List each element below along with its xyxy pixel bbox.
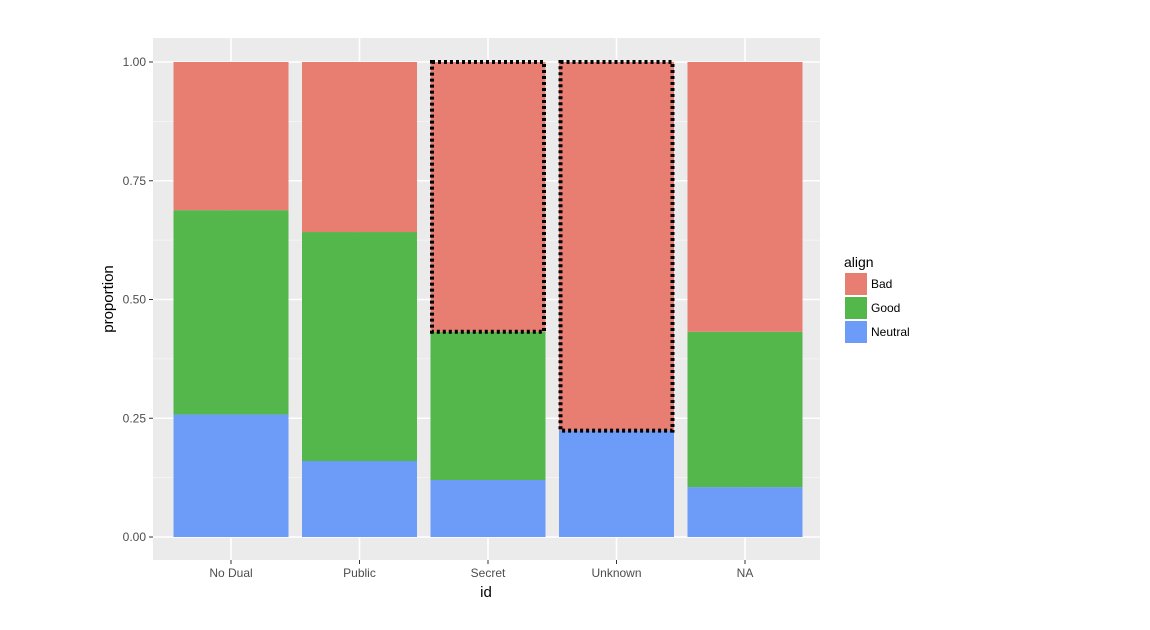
bar-bad-secret [430, 62, 546, 332]
legend: align Bad Good Neutral [844, 254, 910, 343]
y-tick-label: 0.00 [123, 530, 147, 544]
legend-label-good: Good [871, 301, 900, 315]
legend-swatch-bad [845, 273, 867, 295]
y-tick-label: 1.00 [123, 55, 147, 69]
y-tick-label: 0.25 [123, 411, 147, 425]
bar-good-no-dual [173, 210, 289, 415]
bar-neutral-unknown [559, 430, 674, 537]
y-axis: 0.00 0.25 0.50 0.75 1.00 [123, 55, 153, 544]
bar-bad-unknown [559, 62, 674, 431]
x-tick-label: Public [343, 566, 376, 580]
legend-title: align [844, 254, 874, 270]
highlight-box-unknown [558, 60, 675, 433]
bar-good-na [687, 331, 803, 488]
bar-bad-public [302, 62, 417, 233]
x-tick-label: NA [737, 566, 754, 580]
highlight-box-secret [430, 60, 546, 334]
x-axis: No Dual Public Secret Unknown NA [209, 560, 753, 580]
highlight-boxes [430, 60, 675, 433]
bar-good-public [302, 232, 417, 461]
legend-swatch-good [845, 297, 867, 319]
legend-label-bad: Bad [871, 277, 892, 291]
x-axis-title: id [480, 584, 492, 601]
bar-neutral-na [687, 487, 803, 537]
bar-neutral-no-dual [173, 414, 289, 537]
bar-bad-no-dual [173, 62, 289, 211]
x-tick-label: No Dual [209, 566, 252, 580]
y-axis-title: proportion [100, 265, 117, 333]
bar-bad-na [687, 62, 803, 332]
bar-good-secret [430, 331, 546, 480]
bar-neutral-public [302, 461, 417, 537]
y-tick-label: 0.50 [123, 293, 147, 307]
legend-label-neutral: Neutral [871, 325, 910, 339]
x-tick-label: Secret [471, 566, 506, 580]
x-tick-label: Unknown [591, 566, 641, 580]
y-tick-label: 0.75 [123, 174, 147, 188]
bars [173, 62, 803, 537]
legend-swatch-neutral [845, 321, 867, 343]
bar-neutral-secret [430, 480, 546, 537]
